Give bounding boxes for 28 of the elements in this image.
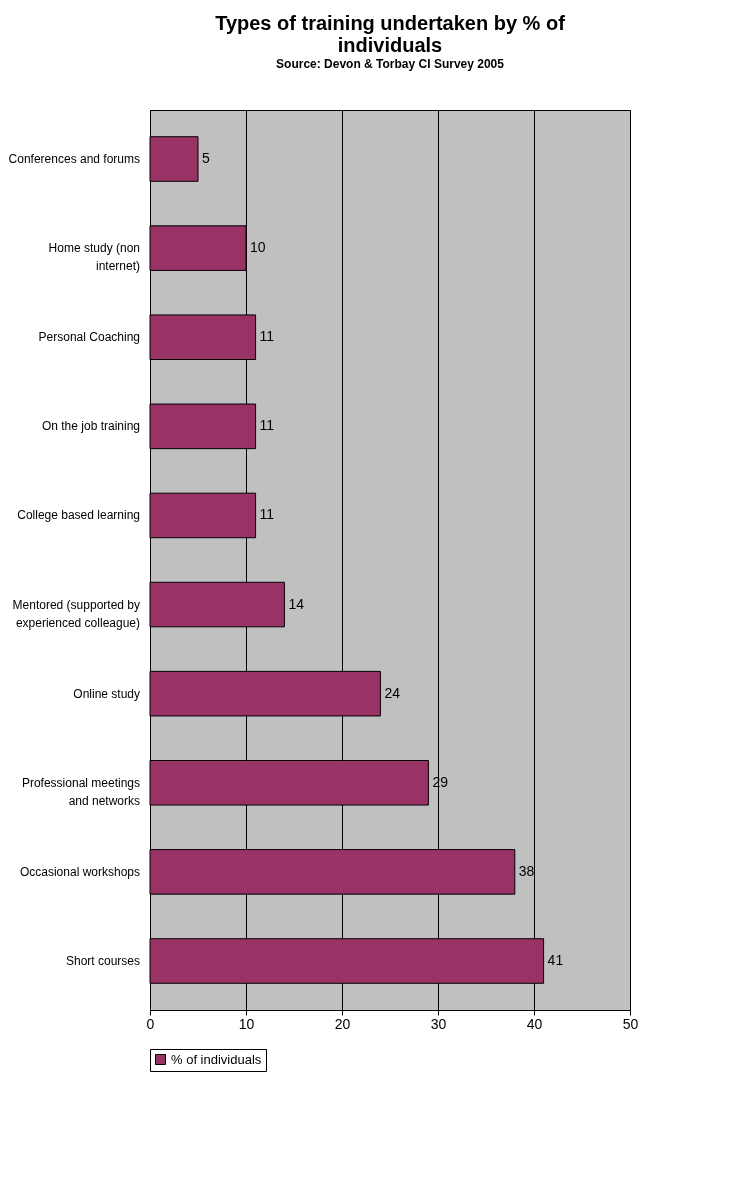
y-tick-label: Occasional workshops xyxy=(19,864,140,879)
x-tick-label: 0 xyxy=(146,1015,155,1032)
x-tick-label: 20 xyxy=(334,1015,351,1032)
y-tick-label: Professional meetings and networks xyxy=(21,775,140,808)
data-label: 5 xyxy=(202,150,210,167)
y-tick-label: Home study (non internet) xyxy=(48,241,140,274)
y-tick-label: Mentored (supported by experienced colleague) xyxy=(12,597,140,630)
y-tick-label: Personal Coaching xyxy=(38,330,140,345)
legend-label: % of individuals xyxy=(171,1051,262,1067)
data-label: 11 xyxy=(259,328,275,345)
x-tick-label: 40 xyxy=(526,1015,543,1032)
data-label: 10 xyxy=(250,239,266,256)
data-label: 11 xyxy=(259,506,275,523)
x-tick-label: 50 xyxy=(622,1015,639,1032)
x-tick-label: 10 xyxy=(238,1015,255,1032)
x-tick-label: 30 xyxy=(430,1015,447,1032)
data-label: 38 xyxy=(518,862,535,879)
data-label: 41 xyxy=(547,951,564,968)
y-tick-label: Conferences and forums xyxy=(8,152,140,167)
data-label: 14 xyxy=(288,595,305,612)
y-tick-label: Short courses xyxy=(65,953,140,968)
data-label: 24 xyxy=(384,684,401,701)
data-label: 11 xyxy=(259,417,275,434)
chart-subtitle: Source: Devon & Torbay CI Survey 2005 xyxy=(276,57,505,71)
y-tick-label: College based learning xyxy=(17,508,140,523)
y-tick-label: Online study xyxy=(73,686,140,701)
y-tick-label: On the job training xyxy=(41,419,140,434)
chart-title: Types of training undertaken by % of individuals xyxy=(215,12,566,56)
